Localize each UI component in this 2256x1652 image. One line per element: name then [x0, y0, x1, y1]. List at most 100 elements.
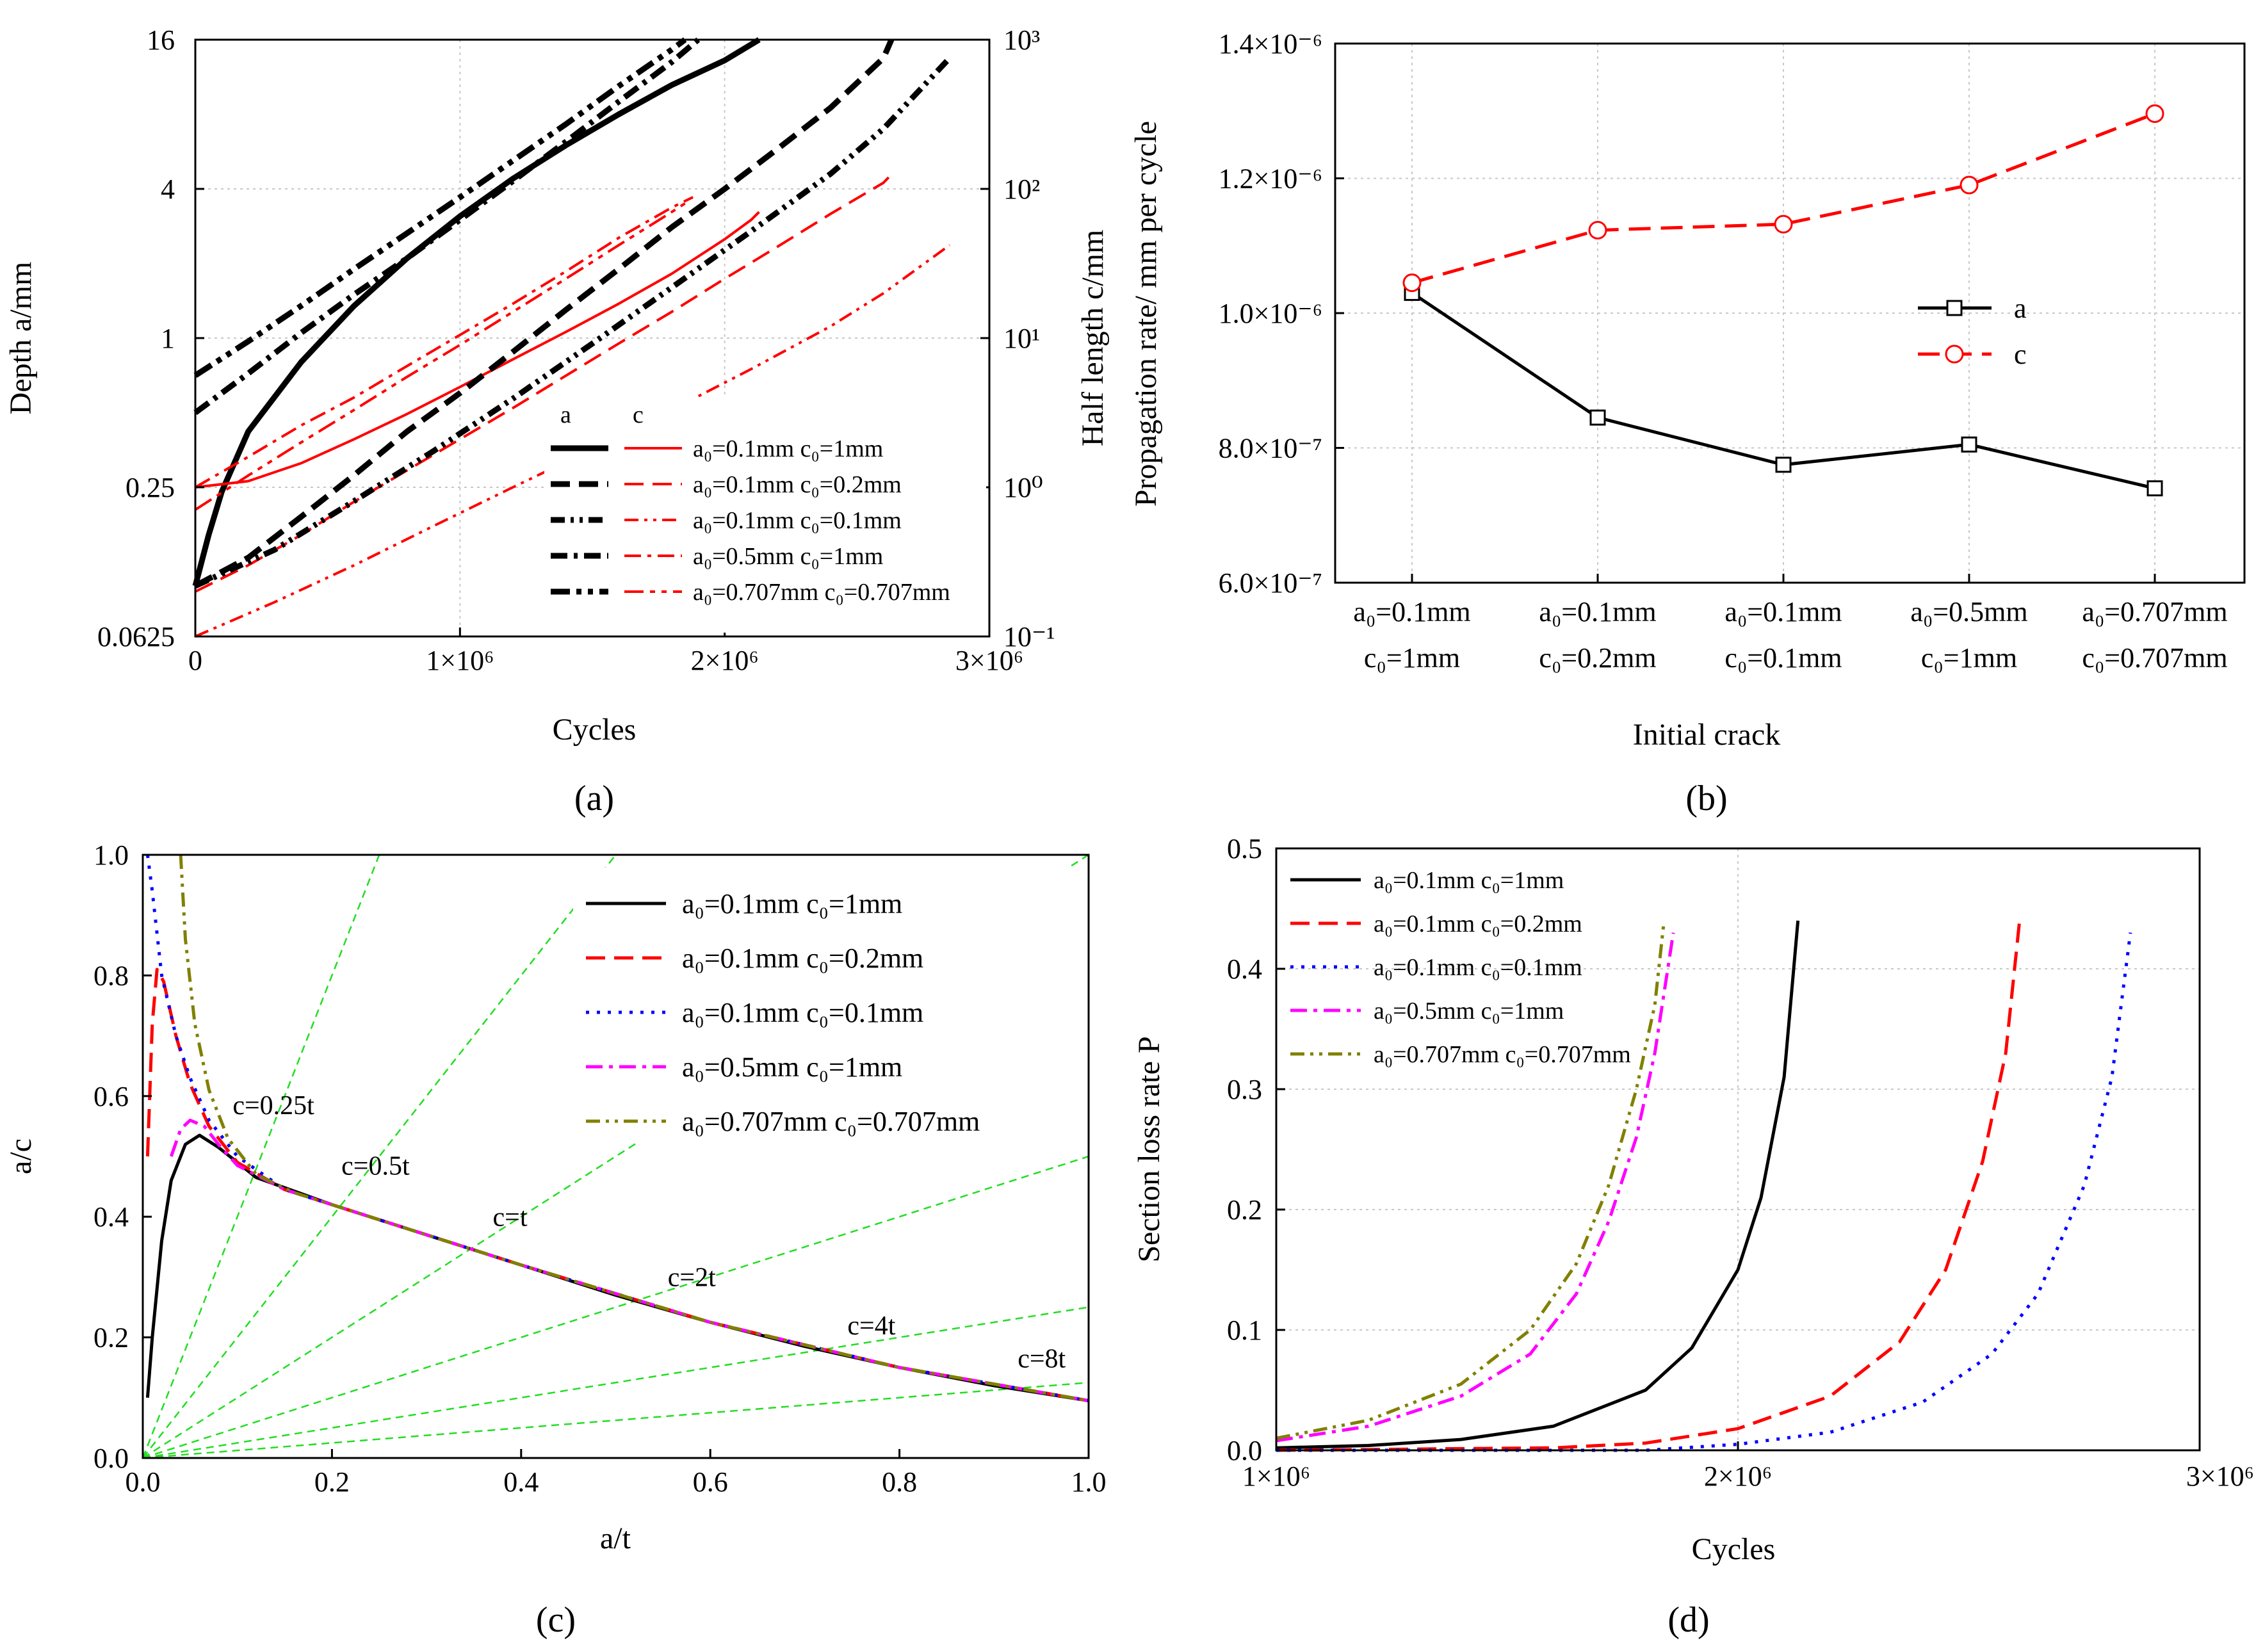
panel-c-reference-line [142, 854, 1089, 1459]
panel-a-legend-label: a₀=0.707mm c₀=0.707mm [693, 579, 950, 606]
panel-d-ytick-label: 0.3 [1227, 1074, 1262, 1105]
panel-a-series-c-4 [194, 202, 686, 511]
panel-c-legend-label: a₀=0.5mm c₀=1mm [682, 1051, 902, 1083]
panel-b-ticks: a₀=0.1mm c₀=1mm a₀=0.1mm c₀=0.2mm a₀=0.1mm c₀… [1219, 28, 2228, 674]
panel-a-ytick-label: 16 [147, 24, 175, 56]
panel-d-ylabel: Section loss rate P [1132, 1036, 1166, 1262]
panel-b-point-c [1588, 221, 1607, 240]
panel-c-legend-box [573, 868, 1085, 1143]
panel-c-ylabel: a/c [4, 1138, 38, 1174]
panel-b-legend-marker [1946, 300, 1963, 316]
panel-b-category-line1: a₀=0.5mm [1910, 596, 2027, 628]
panel-a: 0 1×10⁶ 2×10⁶ 3×10⁶ 0.0625 0.25 1 4 16 10⁻¹ 10⁰ 10¹… [4, 24, 1110, 818]
panel-c-xtick-label: 1.0 [1071, 1466, 1107, 1498]
panel-a-xtick-label: 3×10⁶ [955, 645, 1023, 676]
panel-c-reference-line [142, 1382, 1089, 1459]
panel-d-legend: a₀=0.1mm c₀=1mm a₀=0.1mm c₀=0.2mm a₀=0.1mm… [1290, 867, 1631, 1068]
panel-a-series-a-3 [193, 37, 701, 416]
panel-c-reference-label: c=4t [847, 1311, 895, 1341]
panel-a-legend-box [544, 397, 986, 633]
panel-c-xtick-label: 0.6 [693, 1466, 728, 1498]
panel-b-category-line2: c₀=0.1mm [1724, 642, 1842, 674]
panel-d-series-1 [1276, 920, 2022, 1452]
panel-c-frame [142, 854, 1090, 1459]
panel-d-ytick-label: 0.0 [1227, 1435, 1262, 1466]
panel-d-series-2 [1276, 932, 2132, 1452]
panel-a-series-a-1 [193, 38, 895, 588]
panel-b-point-a [1775, 457, 1792, 473]
panel-d-legend-label: a₀=0.707mm c₀=0.707mm [1374, 1041, 1631, 1068]
panel-b-legend-label: a [2014, 293, 2027, 324]
panel-d-legend-label: a₀=0.5mm c₀=1mm [1374, 998, 1564, 1024]
panel-c-xtick-label: 0.2 [314, 1466, 350, 1498]
panel-b-ytick-label: 1.2×10⁻⁶ [1219, 163, 1322, 195]
panel-c-series [145, 854, 1089, 1402]
panel-b-caption: (b) [1685, 779, 1727, 818]
panel-a-ytick-label: 0.0625 [97, 621, 175, 652]
panel-a-series [192, 37, 952, 638]
panel-b-ylabel: Propagation rate/ mm per cycle [1129, 121, 1163, 506]
panel-c-xtick-label: 0.0 [126, 1466, 161, 1498]
panel-b-category-line2: c₀=0.707mm [2082, 642, 2227, 674]
panel-c-series-1 [145, 968, 1089, 1402]
panel-a-y2tick-label: 10⁰ [1003, 472, 1043, 503]
panel-c-ytick-label: 0.2 [93, 1322, 129, 1354]
panel-a-xtick-label: 2×10⁶ [691, 645, 759, 676]
panel-d-grid [1276, 848, 2200, 1450]
panel-c-ytick-label: 0.6 [93, 1081, 129, 1112]
panel-d-ytick-label: 0.2 [1227, 1194, 1262, 1226]
panel-d-ticks: 1×10⁶ 2×10⁶ 3×10⁶ 0.0 0.1 0.2 0.3 0.4 0.5 [1227, 833, 2254, 1492]
panel-c-caption: (c) [536, 1600, 576, 1640]
panel-a-xtick-label: 1×10⁶ [426, 645, 494, 676]
panel-d-series-3 [1276, 932, 1675, 1443]
panel-d-xtick-label: 1×10⁶ [1242, 1461, 1310, 1492]
panel-b-category-line2: c₀=1mm [1921, 642, 2017, 674]
panel-d-ytick-label: 0.5 [1227, 833, 1262, 864]
panel-b-category-line2: c₀=0.2mm [1539, 642, 1656, 674]
panel-b-legend-label: c [2014, 339, 2027, 370]
panel-b: a₀=0.1mm c₀=1mm a₀=0.1mm c₀=0.2mm a₀=0.1mm c₀… [1129, 28, 2246, 818]
panel-d-xtick-label: 3×10⁶ [2186, 1461, 2254, 1492]
panel-b-point-a [2146, 480, 2163, 497]
panel-c-ytick-label: 0.0 [93, 1443, 129, 1474]
panel-b-category-line1: a₀=0.707mm [2082, 596, 2227, 628]
panel-a-legend-label: a₀=0.5mm c₀=1mm [693, 543, 883, 570]
panel-d: 1×10⁶ 2×10⁶ 3×10⁶ 0.0 0.1 0.2 0.3 0.4 0.5 Cycles… [1132, 833, 2254, 1640]
panel-d-ytick-label: 0.4 [1227, 953, 1262, 985]
panel-b-xlabel: Initial crack [1633, 718, 1781, 752]
panel-c-reference-line [142, 1155, 1089, 1459]
panel-a-series-a-4 [193, 37, 687, 378]
panel-a-ytick-label: 1 [161, 323, 175, 354]
panel-a-series-c-1 [195, 174, 893, 593]
panel-c-ytick-label: 1.0 [93, 839, 129, 871]
panel-c: 0.0 0.2 0.4 0.6 0.8 1.0 0.0 0.2 0.4 0.6 0.8 1.0 c=0… [4, 839, 1107, 1640]
panel-c-series-4 [179, 854, 1089, 1402]
panel-a-caption: (a) [574, 779, 614, 818]
panel-b-category-line2: c₀=1mm [1364, 642, 1460, 674]
panel-d-caption: (d) [1668, 1600, 1709, 1640]
panel-c-reference-label: c=2t [668, 1263, 716, 1293]
panel-a-xlabel: Cycles [553, 713, 637, 747]
panel-c-reference-lines [142, 854, 1089, 1459]
panel-d-series-0 [1276, 920, 1800, 1450]
panel-a-legend-label: a₀=0.1mm c₀=0.2mm [693, 471, 902, 498]
panel-c-reference-label: c=t [492, 1203, 527, 1232]
panel-b-category-line1: a₀=0.1mm [1353, 596, 1470, 628]
panel-c-xtick-label: 0.4 [503, 1466, 539, 1498]
panel-b-point-c [1960, 175, 1979, 195]
panel-a-series-c-2 [195, 244, 951, 638]
panel-c-legend-label: a₀=0.1mm c₀=0.2mm [682, 943, 923, 974]
panel-b-category-line1: a₀=0.1mm [1539, 596, 1656, 628]
panel-d-xlabel: Cycles [1692, 1532, 1776, 1566]
panel-c-reference-line [142, 1306, 1089, 1459]
panel-a-y2tick-label: 10⁻¹ [1003, 621, 1055, 652]
panel-b-category-line1: a₀=0.1mm [1724, 596, 1842, 628]
panel-a-series-a-0 [192, 37, 761, 587]
panel-a-legend-header-a: a [560, 401, 571, 428]
panel-a-y2tick-label: 10³ [1003, 24, 1040, 56]
panel-b-ytick-label: 1.4×10⁻⁶ [1219, 28, 1322, 60]
panel-d-legend-label: a₀=0.1mm c₀=1mm [1374, 867, 1564, 894]
panel-a-xtick-label: 0 [188, 645, 202, 676]
